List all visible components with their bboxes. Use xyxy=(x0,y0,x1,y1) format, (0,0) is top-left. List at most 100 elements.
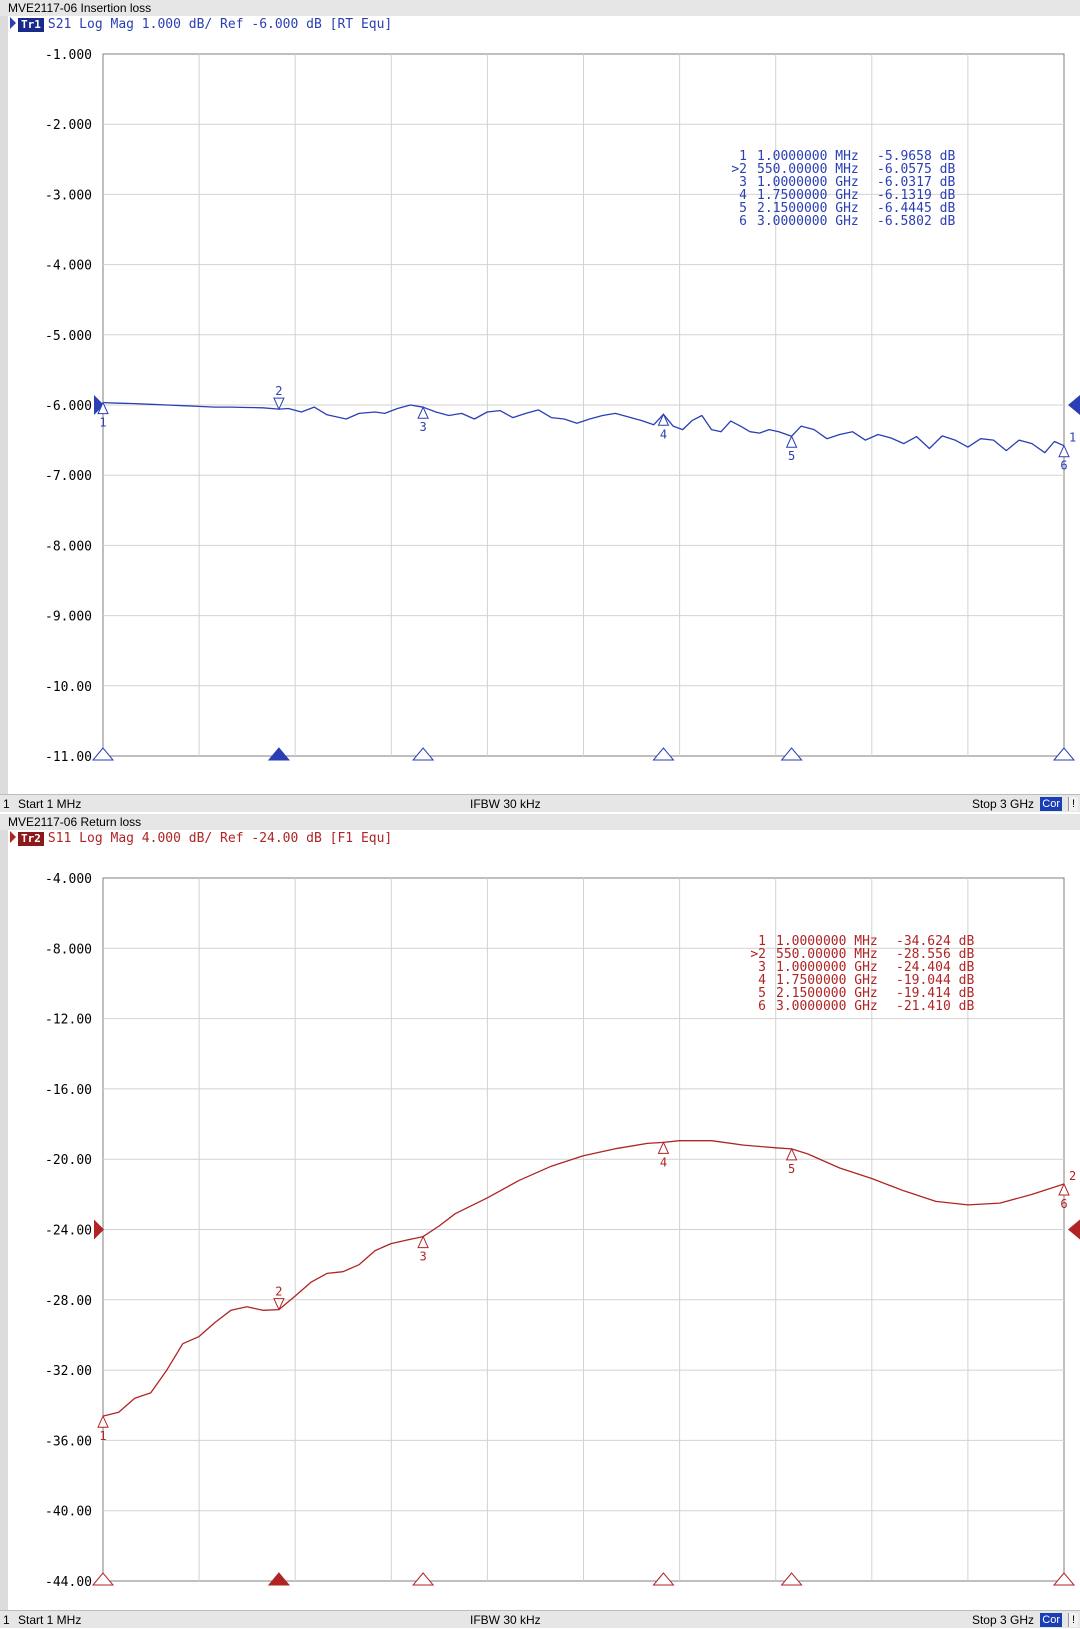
marker-5[interactable]: 5 xyxy=(785,1147,798,1176)
start-frequency[interactable]: Start 1 MHz xyxy=(18,1613,82,1627)
channel-footer: 1 Start 1 MHz IFBW 30 kHz Stop 3 GHz Cor… xyxy=(0,794,1080,812)
marker-table-number: 4 xyxy=(739,188,747,203)
marker-label: 5 xyxy=(788,1162,795,1176)
marker-triangle-icon xyxy=(97,1415,109,1428)
y-tick-label: -32.00 xyxy=(45,1364,92,1379)
marker-table-number: 5 xyxy=(758,986,766,1001)
marker-table-value: -21.410 dB xyxy=(896,999,974,1014)
correction-badge[interactable]: Cor xyxy=(1040,1613,1062,1627)
trace-line[interactable] xyxy=(102,1140,1065,1417)
y-tick-label: -5.000 xyxy=(45,329,92,344)
marker-position-indicator-icon[interactable] xyxy=(267,1572,290,1586)
marker-triangle-icon xyxy=(785,435,798,448)
trace-badge[interactable]: Tr2 xyxy=(18,832,44,846)
marker-position-indicator-icon[interactable] xyxy=(652,1572,675,1586)
right-edge-marker-label: 2 xyxy=(1069,1169,1076,1183)
y-tick-label: -11.00 xyxy=(45,750,92,765)
marker-label: 4 xyxy=(660,1155,667,1169)
marker-table-number: 6 xyxy=(739,214,747,229)
marker-position-indicator-icon[interactable] xyxy=(652,747,675,761)
marker-4[interactable]: 4 xyxy=(657,1141,670,1169)
grid xyxy=(102,53,1065,757)
y-tick-label: -6.000 xyxy=(45,399,92,414)
marker-position-indicator-icon[interactable] xyxy=(412,1572,435,1586)
marker-position-indicator-icon[interactable] xyxy=(267,747,290,761)
y-tick-label: -4.000 xyxy=(45,872,92,887)
insertion-loss-plot[interactable]: -1.000 -2.000 -3.000 -4.000 -5.000 -6.000 -7.0… xyxy=(0,34,1080,778)
trace-badge[interactable]: Tr1 xyxy=(18,18,44,32)
marker-table-value: -24.404 dB xyxy=(896,960,974,975)
y-tick-label: -36.00 xyxy=(45,1434,92,1449)
ifbw-setting[interactable]: IFBW 30 kHz xyxy=(470,797,541,811)
trace-info-bar[interactable]: Tr2 S11 Log Mag 4.000 dB/ Ref -24.00 dB [… xyxy=(0,830,1080,848)
marker-5[interactable]: 5 xyxy=(785,435,798,463)
marker-table-value: -6.4445 dB xyxy=(877,201,955,216)
ifbw-setting[interactable]: IFBW 30 kHz xyxy=(470,1613,541,1627)
left-edge-bar xyxy=(0,830,8,1610)
insertion-loss-panel: MVE2117-06 Insertion loss Tr1 S21 Log Mag… xyxy=(0,0,1080,812)
marker-1[interactable]: 1 xyxy=(97,1415,109,1443)
marker-position-indicator-icon[interactable] xyxy=(91,1572,115,1586)
marker-label: 3 xyxy=(420,420,427,434)
marker-triangle-icon xyxy=(785,1147,798,1161)
marker-position-indicator-icon[interactable] xyxy=(91,747,115,761)
marker-table-value: -5.9658 dB xyxy=(877,149,955,164)
marker-position-indicator-icon[interactable] xyxy=(412,747,435,761)
marker-4[interactable]: 4 xyxy=(657,413,670,441)
y-tick-label: -20.00 xyxy=(45,1153,92,1168)
marker-3[interactable]: 3 xyxy=(417,406,429,434)
y-tick-label: -7.000 xyxy=(45,469,92,484)
marker-position-indicator-icon[interactable] xyxy=(780,1572,803,1586)
trace-line[interactable] xyxy=(102,401,1065,454)
y-tick-label: -3.000 xyxy=(45,188,92,203)
marker-table-number: 6 xyxy=(758,999,766,1014)
marker-position-indicator-icon[interactable] xyxy=(780,747,803,761)
marker-6[interactable]: 6 xyxy=(1058,1182,1070,1211)
grid xyxy=(102,877,1065,1582)
y-tick-label: -40.00 xyxy=(45,1505,92,1520)
marker-table-number: >2 xyxy=(731,162,747,177)
reference-level-right-arrow-icon[interactable] xyxy=(1068,395,1080,415)
marker-table-value: -19.414 dB xyxy=(896,986,974,1001)
marker-2[interactable]: 2 xyxy=(273,384,285,411)
marker-table-number: 3 xyxy=(739,175,747,190)
marker-6[interactable]: 6 xyxy=(1058,444,1070,473)
marker-position-indicator-icon[interactable] xyxy=(1052,1572,1076,1586)
reference-level-right-arrow-icon[interactable] xyxy=(1068,1219,1080,1240)
y-tick-label: -44.00 xyxy=(45,1575,92,1590)
reference-level-left-arrow-icon[interactable] xyxy=(94,1219,104,1240)
start-frequency[interactable]: Start 1 MHz xyxy=(18,797,82,811)
marker-1[interactable]: 1 xyxy=(97,401,109,430)
marker-table-frequency: 3.0000000 GHz xyxy=(757,214,859,229)
window-title: MVE2117-06 Insertion loss xyxy=(0,0,1080,16)
stop-frequency[interactable]: Stop 3 GHz xyxy=(971,1613,1034,1627)
reference-level-left-arrow-icon[interactable] xyxy=(94,395,104,415)
y-tick-label: -8.000 xyxy=(45,539,92,554)
marker-table-frequency: 550.00000 MHz xyxy=(776,947,878,962)
y-tick-label: -9.000 xyxy=(45,610,92,625)
marker-2[interactable]: 2 xyxy=(273,1285,285,1311)
marker-table-value: -28.556 dB xyxy=(896,947,974,962)
y-tick-label: -24.00 xyxy=(45,1224,92,1239)
marker-table-value: -19.044 dB xyxy=(896,973,974,988)
marker-triangle-icon xyxy=(97,401,109,415)
marker-table-value: -6.0317 dB xyxy=(877,175,955,190)
correction-badge[interactable]: Cor xyxy=(1040,797,1062,811)
marker-triangle-icon xyxy=(273,397,285,411)
stop-frequency[interactable]: Stop 3 GHz xyxy=(971,797,1034,811)
marker-label: 5 xyxy=(788,449,795,463)
marker-table-frequency: 1.7500000 GHz xyxy=(757,188,859,203)
marker-table-value: -6.5802 dB xyxy=(877,214,955,229)
y-tick-label: -2.000 xyxy=(45,118,92,133)
return-loss-panel: MVE2117-06 Return loss Tr2 S11 Log Mag 4.… xyxy=(0,814,1080,1628)
marker-position-indicator-icon[interactable] xyxy=(1052,747,1076,761)
marker-label: 1 xyxy=(99,1429,106,1443)
status-flag: ! xyxy=(1067,797,1078,811)
marker-3[interactable]: 3 xyxy=(417,1235,429,1264)
trace-info-bar[interactable]: Tr1 S21 Log Mag 1.000 dB/ Ref -6.000 dB [… xyxy=(0,16,1080,34)
marker-triangle-icon xyxy=(657,413,670,426)
y-tick-label: -12.00 xyxy=(45,1013,92,1028)
return-loss-plot[interactable]: -4.000 -8.000 -12.00 -16.00 -20.00 -24.00 -28.… xyxy=(0,848,1080,1594)
marker-table-frequency: 1.0000000 MHz xyxy=(757,149,859,164)
marker-triangle-icon xyxy=(657,1141,670,1154)
